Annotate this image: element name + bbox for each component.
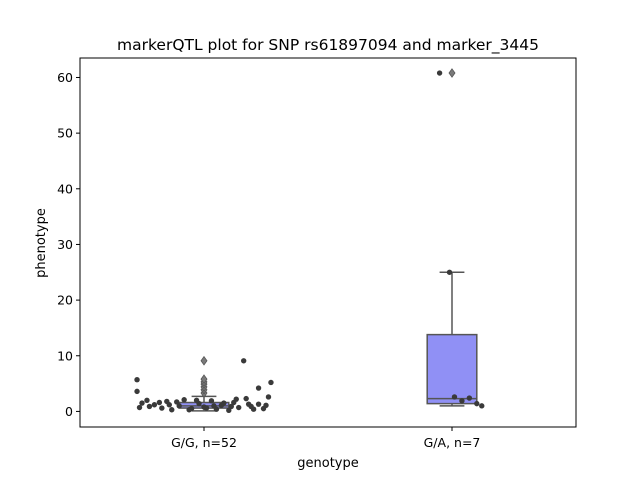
data-point <box>263 402 269 408</box>
plot-area <box>134 68 485 414</box>
data-point <box>181 397 187 403</box>
box-group <box>426 68 478 407</box>
x-tick-label: G/A, n=7 <box>424 435 481 450</box>
data-point <box>226 407 232 414</box>
data-point <box>250 406 257 412</box>
data-point <box>151 402 158 408</box>
data-point <box>146 403 153 410</box>
data-point <box>186 407 192 413</box>
data-point <box>176 403 182 409</box>
data-point <box>255 401 262 407</box>
y-axis: 0 10 20 30 40 50 60 <box>57 70 80 419</box>
data-point <box>255 385 262 391</box>
data-point <box>169 407 175 413</box>
data-point <box>156 399 163 406</box>
data-point <box>203 405 210 411</box>
data-point <box>174 399 180 405</box>
y-tick-label: 40 <box>57 181 73 196</box>
data-point <box>144 397 150 403</box>
data-point <box>134 388 140 395</box>
data-point <box>166 402 172 408</box>
data-point <box>459 398 465 404</box>
data-point <box>139 400 145 406</box>
data-point <box>446 269 453 275</box>
data-point <box>245 401 252 407</box>
y-axis-label: phenotype <box>34 208 49 278</box>
data-point <box>240 358 247 364</box>
data-point <box>236 404 242 411</box>
outlier-marker <box>200 355 208 366</box>
y-tick-label: 50 <box>57 126 73 141</box>
data-point <box>243 395 249 402</box>
data-point <box>268 379 274 386</box>
data-point <box>136 404 143 411</box>
data-point <box>265 394 272 400</box>
data-point <box>233 396 239 402</box>
data-point <box>436 70 443 76</box>
x-axis: G/G, n=52 G/A, n=7 <box>171 427 480 450</box>
y-tick-label: 30 <box>57 237 73 252</box>
data-point <box>211 403 217 409</box>
data-point <box>159 405 165 411</box>
strip-points <box>436 70 485 409</box>
chart-title: markerQTL plot for SNP rs61897094 and ma… <box>117 36 539 55</box>
y-tick-label: 10 <box>57 348 73 363</box>
data-point <box>466 395 473 401</box>
data-point <box>208 398 215 404</box>
x-axis-label: genotype <box>297 456 358 471</box>
data-point <box>221 400 227 406</box>
data-point <box>228 403 234 410</box>
data-point <box>193 397 200 403</box>
strip-points <box>134 358 274 414</box>
data-point <box>451 394 458 400</box>
y-tick-label: 0 <box>65 404 73 419</box>
y-tick-label: 20 <box>57 293 73 308</box>
x-tick-label: G/G, n=52 <box>171 435 237 450</box>
outlier-marker <box>448 68 456 78</box>
y-tick-label: 60 <box>57 70 73 85</box>
outlier-marker <box>200 374 208 385</box>
data-point <box>474 400 480 407</box>
data-point <box>134 376 140 383</box>
data-point <box>479 403 485 409</box>
plot-frame <box>79 57 577 428</box>
iqr-box <box>426 333 478 405</box>
